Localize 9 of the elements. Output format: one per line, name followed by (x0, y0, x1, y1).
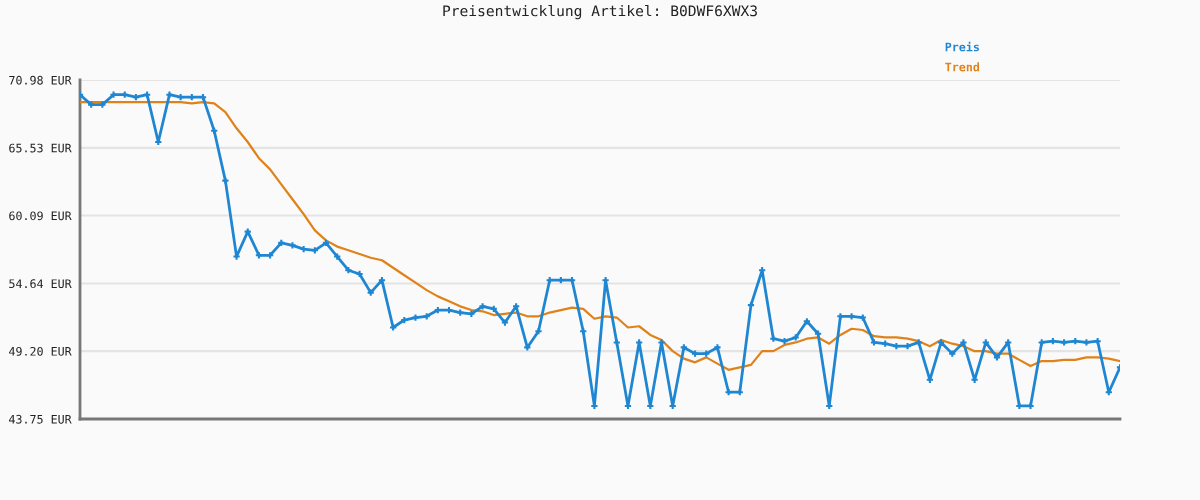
y-tick-label: 65.53 EUR (9, 143, 72, 153)
y-tick-label: 49.20 EUR (9, 346, 72, 356)
chart-title: Preisentwicklung Artikel: B0DWF6XWX3 (443, 4, 757, 20)
text: Trend (945, 62, 980, 72)
y-tick-label: 43.75 EUR (9, 414, 72, 424)
y-tick-label: 60.09 EUR (9, 211, 72, 221)
text: Preis (945, 41, 979, 52)
y-tick-label: 70.98 EUR (9, 75, 72, 85)
y-tick-label: 54.64 EUR (9, 279, 72, 289)
